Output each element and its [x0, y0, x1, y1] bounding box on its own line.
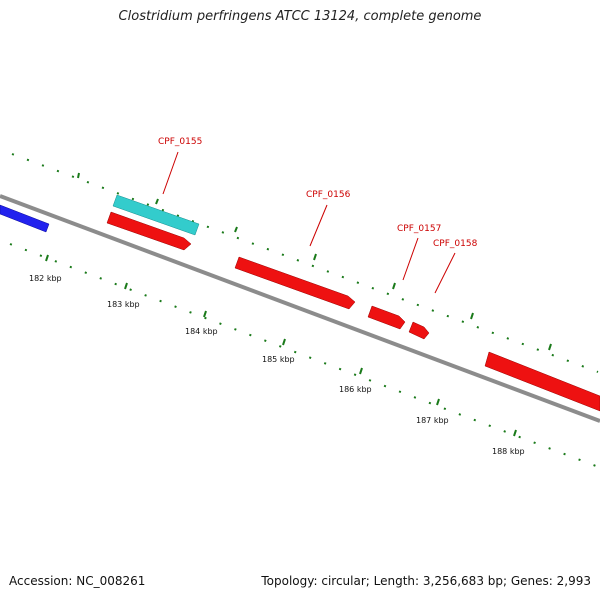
- label-CPF-0156: CPF_0156: [306, 190, 351, 200]
- label-CPF-0158: CPF_0158: [433, 239, 478, 249]
- inner-tick-ring: [9, 243, 597, 467]
- tick-label-188: 188 kbp: [492, 447, 525, 456]
- outer-major-tick: [313, 253, 317, 261]
- inner-major-tick: [124, 282, 128, 290]
- tick-label-187: 187 kbp: [416, 416, 449, 425]
- inner-major-ticks: [45, 254, 517, 437]
- outer-tick-ring: [11, 153, 599, 373]
- map-title: Clostridium perfringens ATCC 13124, comp…: [118, 9, 482, 24]
- leader-CPF-0155: [162, 151, 179, 195]
- outer-major-tick: [77, 172, 80, 179]
- inner-major-tick: [203, 310, 207, 318]
- outer-major-ticks: [77, 172, 552, 351]
- leader-CPF-0158: [434, 252, 456, 294]
- inner-major-tick: [282, 338, 286, 346]
- outer-major-tick: [392, 282, 396, 290]
- inner-major-tick: [45, 254, 49, 262]
- inner-major-tick: [513, 429, 517, 437]
- leader-CPF-0156: [309, 204, 328, 247]
- genome-backbone: [0, 194, 600, 423]
- tick-label-184: 184 kbp: [185, 327, 218, 336]
- inner-major-tick: [359, 367, 363, 375]
- tick-label-183: 183 kbp: [107, 300, 140, 309]
- tick-label-182: 182 kbp: [29, 274, 62, 283]
- gene-CPF-0155: [106, 211, 192, 251]
- tick-labels: 182 kbp 183 kbp 184 kbp 185 kbp 186 kbp …: [29, 274, 525, 456]
- outer-major-tick: [548, 343, 552, 351]
- label-CPF-0155: CPF_0155: [158, 137, 202, 147]
- accession-text: Accession: NC_008261: [9, 574, 146, 588]
- gene-labels: CPF_0155 CPF_0156 CPF_0157 CPF_0158: [158, 137, 478, 249]
- gene-rna-CPF-0155: [112, 194, 200, 236]
- gene-label-leaders: [162, 151, 456, 294]
- gene-CPF-0156: [234, 256, 356, 310]
- tick-label-185: 185 kbp: [262, 355, 295, 364]
- label-CPF-0157: CPF_0157: [397, 224, 441, 234]
- genome-summary-text: Topology: circular; Length: 3,256,683 bp…: [261, 574, 591, 588]
- gene-CPF-0158: [408, 321, 430, 340]
- inner-major-tick: [436, 398, 440, 406]
- gene-forward-left: [0, 204, 50, 233]
- outer-major-tick: [234, 226, 238, 233]
- gene-CPF-0157: [367, 305, 406, 330]
- outer-major-tick: [155, 198, 159, 205]
- outer-major-tick: [470, 312, 474, 320]
- gene-right: [484, 351, 600, 412]
- tick-label-186: 186 kbp: [339, 385, 372, 394]
- leader-CPF-0157: [402, 237, 419, 281]
